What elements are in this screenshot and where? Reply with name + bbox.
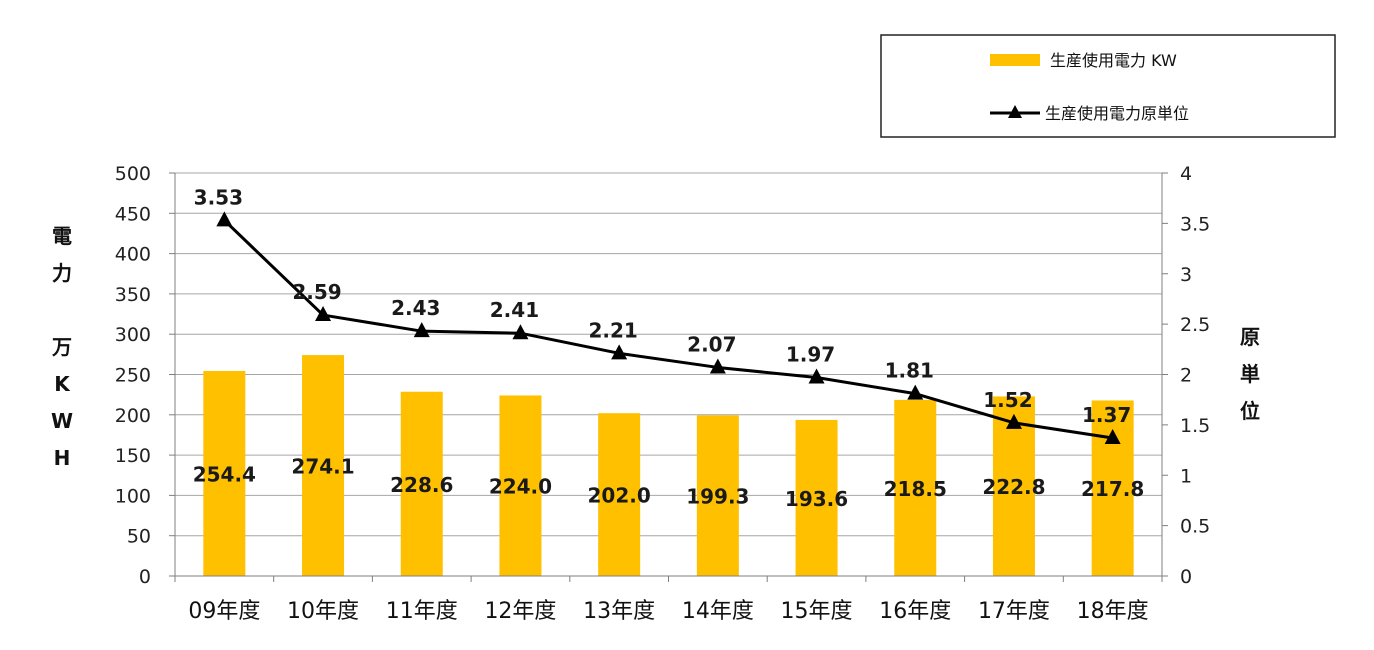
line-marker [1104,428,1121,444]
left-tick-label: 400 [115,244,151,266]
left-axis-title-char: W [51,409,73,433]
x-tick-label: 13年度 [583,599,655,624]
line-value-label: 2.41 [490,298,539,322]
right-axis-title-char: 原 [1240,325,1260,349]
line-value-label: 1.97 [786,343,835,367]
x-tick-label: 11年度 [386,599,458,624]
bar-value-label: 193.6 [785,487,848,511]
line-marker [907,384,924,400]
left-axis-title-char: H [54,446,71,470]
right-tick-label: 1.5 [1180,415,1210,437]
bar-value-label: 199.3 [686,485,749,509]
bar-value-label: 228.6 [390,473,453,497]
bar-value-label: 254.4 [193,462,256,486]
line-marker [315,306,332,322]
axes: 05010015020025030035040045050000.511.522… [115,163,1210,624]
x-tick-label: 18年度 [1077,599,1149,624]
line-value-label: 1.52 [983,388,1032,412]
left-tick-label: 50 [127,526,151,548]
bar [598,413,641,576]
legend-bar-swatch [990,54,1040,66]
left-tick-label: 500 [115,163,151,185]
line-value-label: 2.07 [687,332,736,356]
line-marker [611,344,628,360]
bar [499,395,542,576]
bar-value-label: 202.0 [588,484,651,508]
right-tick-label: 4 [1180,163,1192,185]
right-axis-title-char: 単 [1240,362,1260,386]
right-tick-label: 0.5 [1180,516,1210,538]
line-marker [512,324,529,340]
line-value-label: 1.81 [885,359,934,383]
legend: 生産使用電力 KW 生産使用電力原単位 [880,34,1336,138]
right-tick-label: 1 [1180,465,1192,487]
bar-value-label: 274.1 [291,455,354,479]
line-value-label: 3.53 [194,185,243,209]
line-value-label: 1.37 [1082,403,1131,427]
legend-box [880,34,1336,138]
line-value-label: 2.59 [292,280,341,304]
left-tick-label: 150 [115,445,151,467]
left-tick-label: 300 [115,324,151,346]
left-tick-label: 450 [115,203,151,225]
left-axis-title-char: 力 [52,261,72,285]
right-tick-label: 3 [1180,264,1192,286]
line-value-label: 2.21 [588,318,637,342]
right-tick-label: 0 [1180,566,1192,588]
x-tick-label: 17年度 [978,599,1050,624]
left-tick-label: 200 [115,405,151,427]
legend-line-label: 生産使用電力原単位 [1045,104,1189,123]
right-axis-title: 原単位 [1240,325,1260,423]
bar-value-label: 217.8 [1081,477,1144,501]
x-tick-label: 12年度 [484,599,556,624]
x-tick-label: 09年度 [188,599,260,624]
left-axis-title-char: K [54,372,71,396]
bar [696,415,739,576]
right-tick-label: 3.5 [1180,213,1210,235]
line-marker [1005,413,1022,429]
bar-value-label: 222.8 [982,475,1045,499]
data-labels: 254.4 274.1 228.6 224.0 202.0 199.3 193.6 218.5… [193,185,1145,511]
right-axis-title-char: 位 [1240,399,1260,423]
line-value-label: 2.43 [391,296,440,320]
line-marker [216,211,233,227]
bar-value-label: 218.5 [884,477,947,501]
bar [203,370,246,576]
right-tick-label: 2 [1180,365,1192,387]
left-axis-title-char: 万 [51,335,72,359]
right-tick-label: 2.5 [1180,314,1210,336]
legend-line-marker [1008,105,1022,118]
left-tick-label: 0 [139,566,151,588]
left-tick-label: 350 [115,284,151,306]
line-marker [709,358,726,374]
bar-series [203,355,1134,576]
bar [894,399,937,576]
x-tick-label: 10年度 [287,599,359,624]
line-path [223,219,1113,440]
bar-value-label: 224.0 [489,475,552,499]
bar [400,391,443,576]
bar [302,355,345,576]
x-tick-label: 15年度 [781,599,853,624]
legend-bar-label: 生産使用電力 KW [1050,51,1177,70]
x-tick-label: 16年度 [879,599,951,624]
line-marker [808,368,825,384]
left-tick-label: 100 [115,485,151,507]
left-axis-title-char: 電 [52,224,72,248]
left-tick-label: 250 [115,365,151,387]
bar [795,419,838,576]
line-marker [413,322,430,338]
line-series [216,211,1121,444]
x-tick-label: 14年度 [682,599,754,624]
